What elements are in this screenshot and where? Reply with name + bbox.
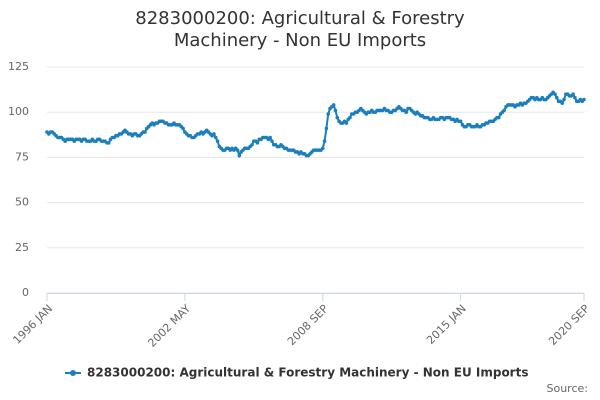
point (326, 112, 330, 116)
point (320, 146, 325, 151)
series-line (46, 90, 585, 159)
point (181, 126, 185, 131)
x-tick-label: 1996 JAN (10, 302, 55, 347)
point (322, 139, 327, 143)
x-tick-label: 2002 MAY (145, 302, 193, 350)
y-tick-label: 100 (8, 105, 29, 118)
point (235, 148, 240, 152)
point (215, 139, 220, 143)
chart-title: 8283000200: Agricultural & Forestry Mach… (135, 8, 465, 51)
y-tick-label: 125 (8, 60, 29, 73)
point (553, 92, 557, 96)
point (335, 115, 340, 120)
source: Source: (547, 382, 589, 395)
x-tick-label: 2020 SEP (546, 302, 592, 348)
point (268, 135, 272, 140)
y-tick-label: 75 (15, 150, 29, 163)
title-box: 8283000200: Agricultural & Forestry Mach… (0, 8, 600, 52)
point (143, 130, 147, 134)
point (213, 135, 218, 140)
point (562, 97, 566, 102)
point (212, 132, 216, 136)
y-tick-label: 50 (15, 196, 29, 209)
point (237, 153, 242, 158)
point (582, 97, 586, 102)
point (250, 142, 254, 147)
point (333, 108, 338, 113)
point (458, 119, 463, 124)
point (270, 139, 274, 143)
point (255, 141, 260, 145)
point (404, 110, 409, 114)
y-tick-label: 25 (15, 241, 29, 254)
point (496, 115, 501, 120)
point (344, 121, 349, 125)
point (106, 141, 111, 145)
point (554, 95, 559, 100)
legend-label: 8283000200: Agricultural & Forestry Mach… (87, 366, 528, 380)
point (560, 101, 565, 105)
x-tick-label: 2015 JAN (424, 302, 469, 347)
x-tick-label: 2008 SEP (285, 302, 331, 348)
point (573, 95, 577, 100)
legend-marker (70, 370, 76, 376)
point (331, 103, 336, 107)
point (571, 92, 575, 96)
point (324, 126, 329, 131)
point (502, 108, 506, 113)
y-tick-label: 0 (22, 286, 29, 299)
point (348, 115, 352, 120)
